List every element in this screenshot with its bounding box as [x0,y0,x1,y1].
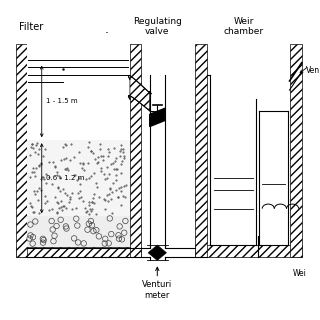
Polygon shape [150,111,165,113]
Bar [27,140,130,216]
Text: .: . [105,23,109,36]
Polygon shape [128,76,151,112]
Bar [195,44,207,257]
Text: Ven: Ven [306,66,320,75]
Bar [290,44,302,257]
Polygon shape [150,108,165,120]
Text: 1 - 1.5 m: 1 - 1.5 m [46,99,78,104]
Polygon shape [150,114,165,126]
Text: Filter: Filter [19,22,43,32]
Bar [16,247,140,257]
Bar [16,44,27,257]
Polygon shape [150,113,165,120]
Text: Venturi
meter: Venturi meter [142,280,172,300]
Bar [27,44,130,247]
Text: 0.6 - 1.2 m: 0.6 - 1.2 m [46,175,85,181]
Text: Wei: Wei [292,269,307,278]
Bar [130,44,140,257]
Polygon shape [148,245,166,260]
Bar [27,216,130,247]
Bar [195,245,302,257]
Text: Weir
chamber: Weir chamber [224,17,264,36]
Text: Regulating
valve: Regulating valve [133,17,182,36]
